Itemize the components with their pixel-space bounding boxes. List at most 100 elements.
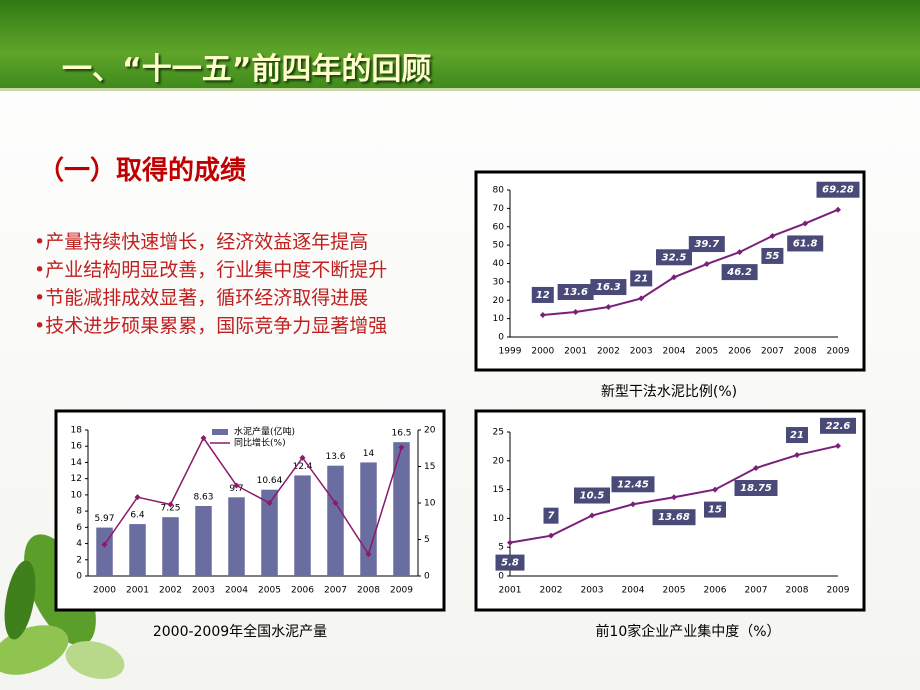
label-box (761, 247, 784, 264)
data-label: 12.45 (617, 479, 649, 490)
bar (360, 462, 377, 576)
tick-label: 5 (424, 535, 430, 545)
point (200, 435, 207, 442)
tick-label: 10 (71, 490, 83, 500)
data-label: 7.25 (160, 504, 180, 514)
point (753, 465, 759, 471)
bullet: •节能减排成效显著，循环经济取得进展 (34, 287, 369, 309)
x-tick-label: 2006 (291, 586, 314, 596)
x-tick-label: 2002 (540, 586, 563, 596)
bar (96, 527, 113, 576)
point (266, 500, 273, 506)
data-label: 39.7 (694, 239, 719, 250)
tick-label: 14 (71, 458, 83, 468)
tick-label: 40 (493, 259, 505, 269)
data-label: 61.8 (793, 238, 818, 249)
x-tick-label: 2004 (225, 586, 248, 596)
label-box (820, 417, 856, 434)
tick-label: 5 (498, 543, 504, 553)
point (736, 249, 743, 256)
tick-label: 25 (493, 428, 504, 438)
label-box (721, 264, 758, 281)
x-tick-label: 2007 (761, 347, 784, 357)
label-box (656, 249, 692, 266)
tick-label: 6 (76, 523, 82, 533)
data-label: 21 (790, 430, 804, 441)
point (605, 304, 612, 311)
x-tick-label: 2004 (622, 586, 645, 596)
subtitle: （一）取得的成绩 (38, 156, 247, 186)
bar (261, 489, 278, 576)
data-label: 13.6 (563, 287, 588, 298)
tick-label: 20 (424, 426, 436, 436)
tick-label: 10 (493, 514, 505, 524)
label-box (574, 487, 610, 504)
point (802, 220, 809, 227)
tick-label: 16 (71, 442, 83, 452)
bullet: •产业结构明显改善，行业集中度不断提升 (34, 259, 388, 281)
x-tick-label: 2000 (93, 586, 116, 596)
tick-label: 0 (498, 333, 504, 343)
legend-swatch (212, 429, 228, 435)
data-label: 12 (536, 290, 550, 301)
tick-label: 12 (71, 474, 82, 484)
label-box (652, 509, 696, 526)
chart-caption: 2000-2009年全国水泥产量 (153, 623, 327, 640)
label-box (704, 501, 726, 518)
data-label: 15 (708, 505, 722, 516)
data-label: 7 (548, 511, 555, 522)
bar (294, 475, 311, 576)
tick-label: 2 (76, 555, 82, 565)
data-label: 13.6 (325, 452, 345, 462)
tick-label: 0 (424, 572, 430, 582)
point (101, 541, 108, 548)
x-tick-label: 2005 (258, 586, 281, 596)
chart-frame (474, 170, 866, 372)
data-label: 6.4 (130, 511, 145, 521)
x-tick-label: 2001 (564, 347, 587, 357)
label-box (611, 476, 655, 493)
header: 一、“十一五”前四年的回顾 (0, 0, 920, 91)
tick-label: 15 (493, 485, 504, 495)
bar (228, 497, 245, 576)
x-tick-label: 2006 (728, 347, 751, 357)
point (703, 261, 710, 268)
point (835, 442, 841, 449)
point (835, 206, 841, 213)
legend-label: 同比增长(%) (234, 437, 286, 449)
label-box (688, 236, 725, 253)
tick-label: 0 (76, 572, 82, 582)
chart-frame (54, 409, 446, 612)
point (769, 232, 776, 239)
point (134, 494, 141, 501)
data-label: 21 (634, 273, 648, 284)
data-label: 16.3 (596, 282, 621, 293)
tick-label: 18 (71, 426, 83, 436)
point (507, 539, 513, 546)
tick-label: 15 (424, 462, 435, 472)
label-box (495, 554, 525, 571)
bar (393, 442, 410, 576)
data-label: 22.6 (826, 421, 851, 432)
data-label: 46.2 (726, 267, 752, 278)
data-label: 18.75 (740, 483, 772, 494)
x-tick-label: 2008 (786, 586, 809, 596)
label-box (630, 270, 653, 287)
x-tick-label: 2008 (357, 586, 380, 596)
x-tick-label: 2009 (827, 586, 850, 596)
chart-caption: 前10家企业产业集中度（%） (595, 623, 780, 640)
bar (129, 524, 146, 576)
x-tick-label: 2009 (827, 347, 850, 357)
label-box (557, 284, 594, 301)
bullet: •产量持续快速增长，经济效益逐年提高 (34, 231, 369, 253)
tick-label: 4 (76, 539, 82, 549)
x-tick-label: 2009 (390, 586, 413, 596)
bar (195, 506, 212, 576)
tick-label: 0 (498, 572, 504, 582)
data-label: 5.97 (94, 514, 114, 524)
x-tick-label: 2008 (794, 347, 817, 357)
point (671, 274, 677, 281)
x-tick-label: 2002 (597, 347, 620, 357)
tick-label: 8 (76, 507, 82, 517)
